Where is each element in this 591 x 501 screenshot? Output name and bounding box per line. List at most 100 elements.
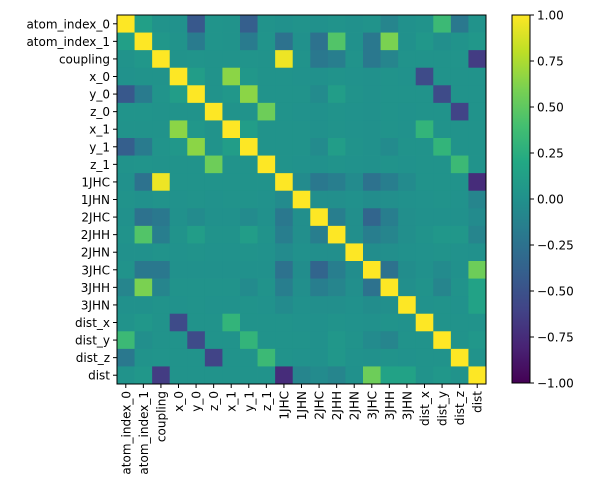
x-tick-label-x_1: x_1 — [225, 391, 239, 412]
heatmap-cell-3JHC-dist_y — [433, 261, 452, 279]
heatmap-cell-2JHC-dist_x — [415, 208, 434, 227]
x-tick-label-z_0: z_0 — [207, 391, 221, 411]
heatmap-cell-z_0-2JHH — [327, 102, 346, 121]
heatmap-cell-x_1-dist_z — [450, 120, 469, 139]
heatmap-cell-z_0-x_1 — [222, 102, 241, 121]
heatmap-cell-dist_z-z_0 — [204, 348, 223, 367]
heatmap-cell-y_1-2JHH — [327, 138, 346, 156]
heatmap-cell-1JHN-2JHN — [345, 190, 364, 209]
heatmap-cell-3JHH-atom_index_1 — [134, 278, 153, 297]
colorbar-tick-label: −0.50 — [537, 285, 574, 299]
y-tick-label-x_0: x_0 — [89, 70, 110, 84]
heatmap-cell-3JHN-x_1 — [222, 296, 241, 315]
heatmap-cell-x_1-2JHH — [327, 120, 346, 139]
heatmap-cell-y_1-y_0 — [187, 138, 206, 156]
heatmap-cell-dist_z-2JHC — [310, 348, 329, 367]
heatmap-cell-y_1-3JHN — [398, 138, 417, 156]
heatmap-cell-dist_x-y_0 — [187, 313, 206, 332]
heatmap-cell-y_0-atom_index_1 — [134, 85, 153, 104]
heatmap-cell-2JHC-dist_z — [450, 208, 469, 227]
heatmap-cell-z_1-3JHN — [398, 155, 417, 174]
heatmap-cell-coupling-1JHC — [275, 50, 294, 69]
heatmap-cell-dist-dist_x — [415, 366, 434, 385]
colorbar-tick-label: 0.50 — [537, 101, 564, 115]
heatmap-cell-dist-1JHN — [292, 366, 311, 385]
heatmap-cell-x_1-x_0 — [169, 120, 188, 139]
heatmap-cell-y_1-2JHC — [310, 138, 329, 156]
heatmap-cell-z_0-dist_x — [415, 102, 434, 121]
x-axis-ticks: atom_index_0 atom_index_1 coupling x_0 y_0 z_… — [119, 384, 485, 475]
heatmap-cell-x_0-dist_x — [415, 67, 434, 86]
heatmap-cell-y_0-3JHC — [363, 85, 381, 104]
x-tick-label-x_0: x_0 — [172, 391, 186, 412]
heatmap-cell-2JHH-atom_index_1 — [134, 225, 153, 244]
heatmap-cell-x_0-y_1 — [240, 67, 258, 86]
heatmap-cell-coupling-coupling — [152, 50, 171, 69]
heatmap-cell-1JHN-z_1 — [257, 190, 276, 209]
heatmap-cell-atom_index_0-y_0 — [187, 15, 206, 33]
heatmap-cell-dist_x-3JHH — [380, 313, 399, 332]
heatmap-cell-2JHH-2JHH — [327, 225, 346, 244]
heatmap-cell-3JHN-y_0 — [187, 296, 206, 315]
heatmap-cell-dist_z-3JHH — [380, 348, 399, 367]
heatmap-cell-y_0-z_1 — [257, 85, 276, 104]
heatmap-cell-3JHH-dist — [468, 278, 487, 297]
heatmap-cell-y_0-2JHH — [327, 85, 346, 104]
heatmap-cell-x_1-y_0 — [187, 120, 206, 139]
heatmap-cell-y_1-2JHN — [345, 138, 364, 156]
heatmap-cell-atom_index_1-x_1 — [222, 32, 241, 51]
heatmap-cell-coupling-3JHC — [363, 50, 381, 69]
colorbar-tick-label: 0.75 — [537, 55, 564, 69]
heatmap-cell-1JHC-3JHC — [363, 173, 381, 192]
heatmap-cell-3JHC-atom_index_0 — [117, 261, 135, 279]
heatmap-cell-dist_y-atom_index_1 — [134, 331, 153, 350]
heatmap-cell-2JHN-2JHN — [345, 243, 364, 262]
heatmap-cell-z_0-1JHC — [275, 102, 294, 121]
heatmap-cell-y_0-dist — [468, 85, 487, 104]
heatmap-cell-1JHC-y_1 — [240, 173, 258, 192]
heatmap-cells — [117, 15, 487, 385]
heatmap-cell-3JHH-y_0 — [187, 278, 206, 297]
x-tick-label-3JHC: 3JHC — [365, 391, 379, 420]
heatmap-cell-y_1-atom_index_0 — [117, 138, 135, 156]
heatmap-cell-2JHH-2JHC — [310, 225, 329, 244]
heatmap-cell-y_0-y_0 — [187, 85, 206, 104]
heatmap-cell-dist_x-coupling — [152, 313, 171, 332]
heatmap-cell-z_1-2JHN — [345, 155, 364, 174]
heatmap-cell-1JHN-2JHC — [310, 190, 329, 209]
heatmap-cell-dist-dist_y — [433, 366, 452, 385]
heatmap-cell-3JHH-2JHH — [327, 278, 346, 297]
heatmap-cell-x_0-y_0 — [187, 67, 206, 86]
heatmap-cell-z_1-x_0 — [169, 155, 188, 174]
heatmap-cell-dist_x-2JHC — [310, 313, 329, 332]
heatmap-cell-3JHN-2JHN — [345, 296, 364, 315]
heatmap-cell-3JHN-2JHC — [310, 296, 329, 315]
heatmap-cell-2JHN-dist_x — [415, 243, 434, 262]
heatmap-cell-1JHC-dist_y — [433, 173, 452, 192]
heatmap-cell-atom_index_1-2JHC — [310, 32, 329, 51]
heatmap-cell-coupling-x_1 — [222, 50, 241, 69]
heatmap-cell-x_1-1JHN — [292, 120, 311, 139]
heatmap-cell-1JHC-3JHN — [398, 173, 417, 192]
heatmap-cell-z_1-3JHC — [363, 155, 381, 174]
heatmap-cell-3JHC-z_1 — [257, 261, 276, 279]
heatmap-cell-z_0-dist_z — [450, 102, 469, 121]
heatmap-cell-dist_x-dist_x — [415, 313, 434, 332]
heatmap-cell-2JHC-2JHH — [327, 208, 346, 227]
heatmap-cell-x_0-dist_z — [450, 67, 469, 86]
heatmap-cell-atom_index_0-atom_index_1 — [134, 15, 153, 33]
heatmap-cell-2JHC-1JHC — [275, 208, 294, 227]
y-tick-label-1JHC: 1JHC — [81, 175, 110, 189]
heatmap-cell-dist_z-y_0 — [187, 348, 206, 367]
heatmap-cell-dist-2JHN — [345, 366, 364, 385]
heatmap-cell-y_0-dist_z — [450, 85, 469, 104]
heatmap-cell-atom_index_1-z_1 — [257, 32, 276, 51]
heatmap-cell-z_1-dist_z — [450, 155, 469, 174]
heatmap-cell-y_0-x_0 — [169, 85, 188, 104]
heatmap-cell-2JHC-z_1 — [257, 208, 276, 227]
colorbar-tick-label: 0.25 — [537, 147, 564, 161]
colorbar-tick-label: −0.75 — [537, 331, 574, 345]
heatmap-cell-1JHC-atom_index_1 — [134, 173, 153, 192]
heatmap-cell-dist_x-3JHN — [398, 313, 417, 332]
